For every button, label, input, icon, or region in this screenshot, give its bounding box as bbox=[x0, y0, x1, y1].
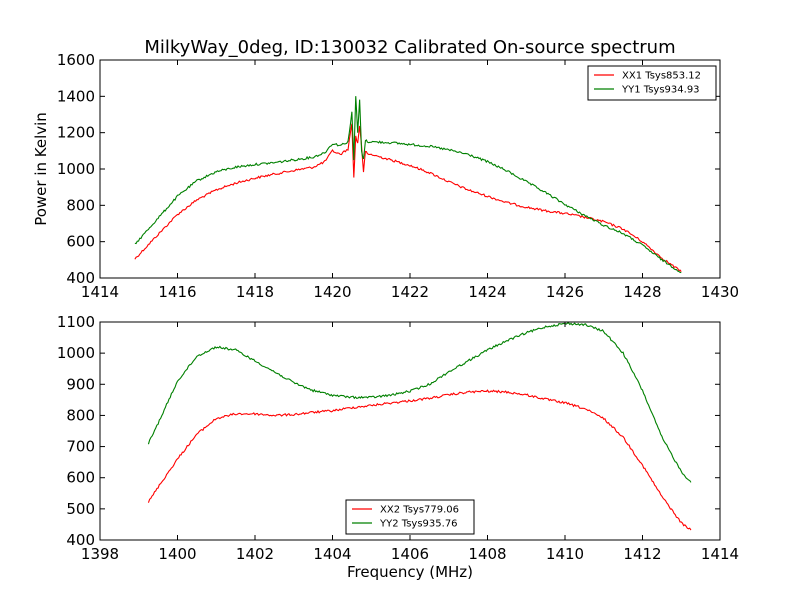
series-line-2 bbox=[134, 96, 682, 274]
series-line-2 bbox=[147, 322, 692, 483]
x-tick-label: 1430 bbox=[701, 283, 739, 301]
y-tick-label: 1400 bbox=[57, 87, 95, 105]
x-tick-label: 1428 bbox=[623, 283, 661, 301]
x-tick-label: 1416 bbox=[158, 283, 196, 301]
y-tick-label: 1000 bbox=[57, 344, 95, 362]
x-tick-label: 1408 bbox=[468, 545, 506, 563]
legend-entry: XX1 Tsys853.12 bbox=[622, 71, 701, 82]
legend-box bbox=[345, 499, 475, 535]
y-tick-label: 600 bbox=[66, 469, 95, 487]
chart-title: MilkyWay_0deg, ID:130032 Calibrated On-s… bbox=[144, 37, 675, 58]
series-group bbox=[134, 96, 682, 274]
bottom-spectrum-panel: 1398 1400 1402 1404 1406 1408 1410 1412 1414 400 5… bbox=[57, 313, 739, 581]
x-tick-label: 1422 bbox=[391, 283, 429, 301]
top-spectrum-panel: 1414 1416 1418 1420 1422 1424 1426 1428 1430 400 6… bbox=[32, 51, 739, 301]
x-tick-label: 1404 bbox=[313, 545, 351, 563]
legend-entry: XX2 Tsys779.06 bbox=[380, 505, 459, 516]
x-tick-label: 1410 bbox=[546, 545, 584, 563]
y-tick-label: 1000 bbox=[57, 160, 95, 178]
legend: XX1 Tsys853.12 YY1 Tsys934.93 bbox=[587, 65, 717, 101]
y-tick-label: 800 bbox=[66, 196, 95, 214]
x-tick-label: 1414 bbox=[701, 545, 739, 563]
y-tick-label: 900 bbox=[66, 375, 95, 393]
legend-box bbox=[587, 65, 717, 101]
y-tick-label: 600 bbox=[66, 233, 95, 251]
y-axis-label: Power in Kelvin bbox=[32, 112, 50, 226]
x-tick-label: 1420 bbox=[313, 283, 351, 301]
y-tick-label: 1200 bbox=[57, 124, 95, 142]
legend-entry: YY2 Tsys935.76 bbox=[379, 519, 458, 530]
y-tick-label: 700 bbox=[66, 438, 95, 456]
y-tick-label: 400 bbox=[66, 269, 95, 287]
x-tick-label: 1406 bbox=[391, 545, 429, 563]
y-tick-label: 400 bbox=[66, 531, 95, 549]
y-tick-label: 1100 bbox=[57, 313, 95, 331]
x-tick-label: 1398 bbox=[81, 545, 119, 563]
legend-entry: YY1 Tsys934.93 bbox=[621, 85, 700, 96]
series-line-1 bbox=[147, 389, 692, 531]
y-tick-label: 800 bbox=[66, 406, 95, 424]
x-axis-label: Frequency (MHz) bbox=[347, 563, 473, 581]
x-tick-label: 1426 bbox=[546, 283, 584, 301]
x-tick-label: 1418 bbox=[236, 283, 274, 301]
x-tick-label: 1402 bbox=[236, 545, 274, 563]
legend: XX2 Tsys779.06 YY2 Tsys935.76 bbox=[345, 499, 475, 535]
x-tick-label: 1400 bbox=[158, 545, 196, 563]
series-group bbox=[147, 322, 692, 531]
x-tick-label: 1414 bbox=[81, 283, 119, 301]
x-tick-label: 1412 bbox=[623, 545, 661, 563]
y-tick-label: 500 bbox=[66, 500, 95, 518]
x-tick-label: 1424 bbox=[468, 283, 506, 301]
y-tick-label: 1600 bbox=[57, 51, 95, 69]
